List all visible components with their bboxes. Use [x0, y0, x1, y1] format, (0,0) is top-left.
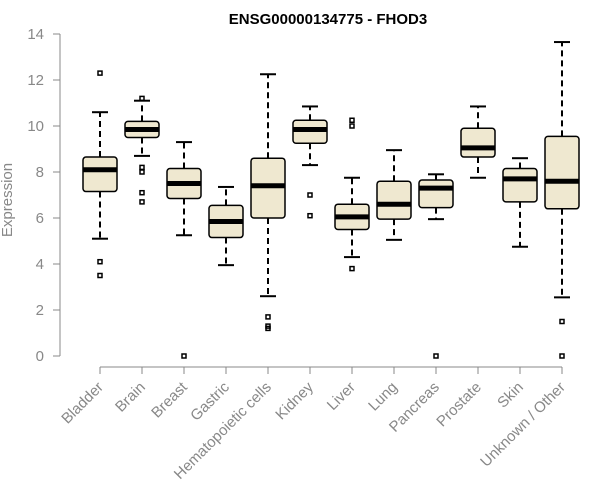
y-tick-label: 14 [27, 26, 44, 43]
x-tick-label: Brain [112, 379, 149, 416]
outlier-point [433, 353, 439, 359]
outlier-point [349, 265, 355, 272]
chart-title: ENSG00000134775 - FHOD3 [229, 11, 427, 28]
iqr-box [544, 135, 580, 210]
x-tick-label: Breast [148, 378, 191, 421]
box-group [250, 73, 286, 332]
outlier-point [97, 272, 103, 279]
box-group [334, 117, 370, 272]
box-group [124, 95, 160, 205]
y-axis-label: Expression [0, 163, 16, 237]
box-group [208, 185, 244, 267]
box-group [292, 105, 328, 219]
y-tick-label: 6 [36, 210, 44, 227]
outlier-point [265, 323, 271, 329]
box-group [166, 141, 202, 359]
box-group [502, 157, 538, 248]
box-group [460, 105, 496, 179]
iqr-box [376, 180, 412, 220]
x-tick-label: Lung [365, 379, 401, 415]
x-tick-label: Bladder [58, 379, 107, 428]
box-group [418, 173, 454, 359]
iqr-box [418, 179, 454, 209]
outlier-point [307, 212, 313, 219]
outlier-point [139, 169, 145, 175]
x-tick-label: Prostate [433, 379, 485, 431]
box-group [82, 70, 118, 279]
y-tick-label: 4 [36, 256, 44, 273]
x-tick-label: Liver [324, 379, 359, 414]
outlier-point [265, 314, 271, 320]
x-tick-label: Skin [494, 379, 527, 412]
outlier-point [181, 353, 187, 359]
plot-area [82, 41, 580, 359]
y-tick-label: 10 [27, 118, 44, 135]
outlier-point [307, 192, 313, 198]
iqr-box [460, 127, 496, 158]
outlier-point [139, 189, 145, 196]
outlier-point [559, 318, 565, 325]
outlier-point [139, 164, 145, 171]
y-tick-label: 0 [36, 348, 44, 365]
iqr-box [502, 167, 538, 203]
box-group [544, 41, 580, 359]
x-tick-label: Kidney [272, 378, 317, 423]
outlier-point [97, 258, 103, 265]
iqr-box [82, 156, 118, 193]
outlier-point [349, 117, 355, 123]
outlier-point [97, 70, 103, 76]
y-tick-label: 2 [36, 302, 44, 319]
y-axis: 0 2 4 6 8 10 12 14 [27, 26, 61, 365]
outlier-point [559, 353, 565, 359]
box-group [376, 149, 412, 241]
outlier-point [139, 199, 145, 205]
y-tick-label: 8 [36, 164, 44, 181]
y-tick-label: 12 [27, 72, 44, 89]
outlier-point [139, 95, 145, 102]
outlier-point [349, 123, 355, 129]
